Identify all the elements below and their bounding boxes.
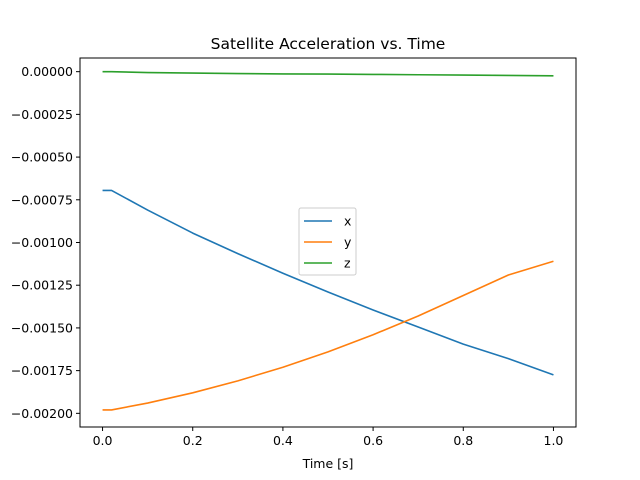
y-tick-label: −0.00175	[11, 363, 73, 378]
y-tick-label: −0.00050	[11, 150, 73, 165]
legend: xyz	[298, 207, 357, 276]
y-tick-label: 0.00000	[21, 64, 73, 79]
x-axis: 0.0 0.2 0.4 0.6 0.8 1.0	[93, 427, 564, 448]
x-tick-label: 0.6	[363, 433, 383, 448]
x-tick-label: 1.0	[544, 433, 564, 448]
legend-label-y: y	[344, 235, 352, 250]
legend-label-z: z	[344, 256, 351, 271]
y-tick-label: −0.00125	[11, 278, 73, 293]
x-axis-label: Time [s]	[302, 456, 354, 471]
series-line-y	[102, 260, 554, 411]
y-tick-label: −0.00025	[11, 107, 73, 122]
chart-title: Satellite Acceleration vs. Time	[211, 35, 446, 53]
x-tick-label: 0.4	[273, 433, 293, 448]
y-tick-label: −0.00150	[11, 320, 73, 335]
legend-label-x: x	[344, 214, 351, 229]
y-tick-label: −0.00075	[11, 192, 73, 207]
y-tick-label: −0.00200	[11, 406, 73, 421]
series-line-z	[102, 70, 554, 77]
x-tick-label: 0.2	[183, 433, 203, 448]
x-tick-label: 0.8	[453, 433, 473, 448]
plot-lines	[102, 70, 554, 411]
x-tick-label: 0.0	[93, 433, 113, 448]
series-line-x	[102, 189, 554, 376]
y-axis: 0.00000 −0.00025 −0.00050 −0.00075 −0.00100 −…	[11, 64, 80, 421]
y-tick-label: −0.00100	[11, 235, 73, 250]
